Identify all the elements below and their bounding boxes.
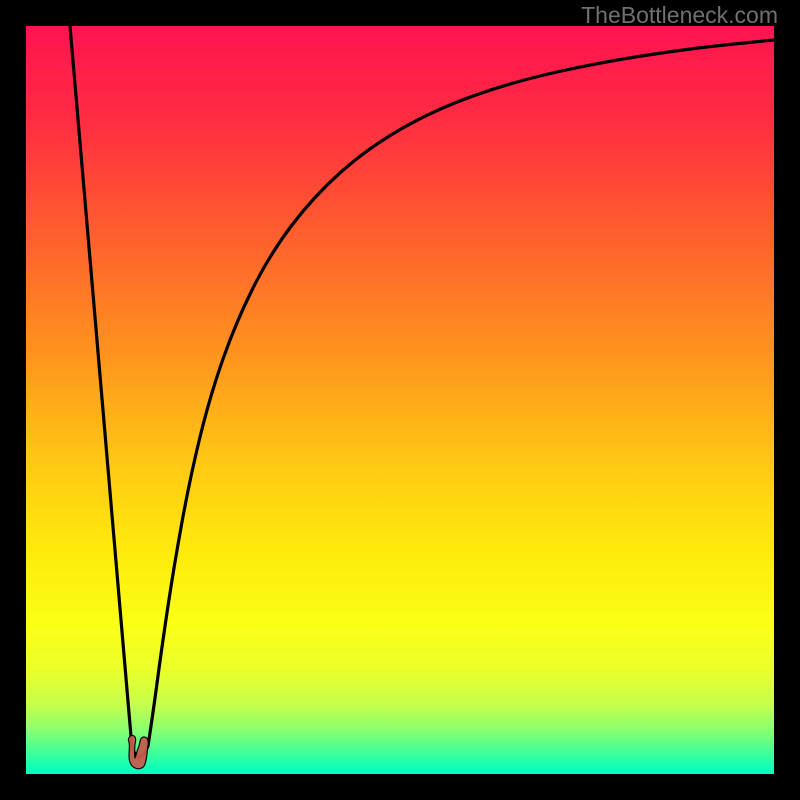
plot-area — [26, 26, 774, 774]
watermark-text: TheBottleneck.com — [581, 2, 778, 29]
fingers-marker — [123, 732, 153, 770]
bottleneck-curve — [26, 26, 774, 774]
